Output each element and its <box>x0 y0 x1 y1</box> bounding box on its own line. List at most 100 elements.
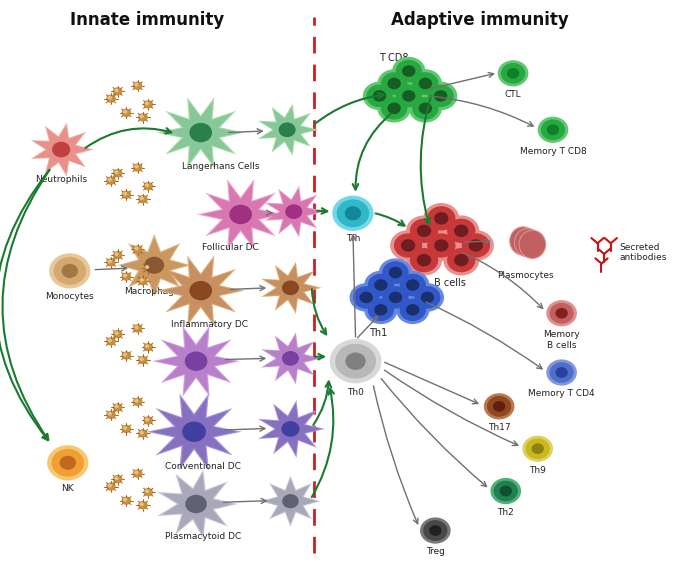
Circle shape <box>144 101 152 108</box>
Circle shape <box>145 266 149 268</box>
Circle shape <box>365 271 397 299</box>
Circle shape <box>365 296 397 323</box>
Polygon shape <box>34 125 90 174</box>
Circle shape <box>455 255 468 266</box>
Circle shape <box>428 234 455 257</box>
Circle shape <box>144 417 152 424</box>
Circle shape <box>286 205 302 218</box>
Circle shape <box>379 259 412 286</box>
Circle shape <box>523 436 552 461</box>
Circle shape <box>382 73 407 94</box>
Circle shape <box>469 240 482 251</box>
Circle shape <box>122 497 130 504</box>
Circle shape <box>542 120 565 140</box>
Circle shape <box>410 249 437 272</box>
Circle shape <box>113 251 122 259</box>
Circle shape <box>403 91 415 101</box>
Text: Macrophages: Macrophages <box>124 287 184 296</box>
Circle shape <box>424 203 459 233</box>
Circle shape <box>435 240 448 251</box>
Circle shape <box>430 526 441 535</box>
Circle shape <box>139 196 147 203</box>
Polygon shape <box>264 478 318 524</box>
Circle shape <box>400 274 425 296</box>
Text: Th0: Th0 <box>347 388 364 397</box>
Circle shape <box>412 284 444 311</box>
Circle shape <box>407 246 441 275</box>
Circle shape <box>115 89 118 92</box>
Circle shape <box>415 287 440 308</box>
Circle shape <box>435 213 448 224</box>
Circle shape <box>107 177 115 184</box>
Polygon shape <box>201 183 280 246</box>
Circle shape <box>354 287 379 308</box>
Circle shape <box>417 255 430 266</box>
Circle shape <box>140 197 143 200</box>
Circle shape <box>383 262 408 283</box>
Circle shape <box>50 254 90 288</box>
Circle shape <box>410 219 437 242</box>
Circle shape <box>145 418 149 421</box>
Circle shape <box>333 197 373 230</box>
Circle shape <box>421 518 450 543</box>
Circle shape <box>527 439 549 458</box>
Text: Conventional DC: Conventional DC <box>165 462 241 471</box>
Polygon shape <box>30 123 93 177</box>
Polygon shape <box>152 326 240 397</box>
Circle shape <box>419 103 431 113</box>
Circle shape <box>140 431 143 434</box>
Circle shape <box>113 88 122 95</box>
Circle shape <box>547 301 576 325</box>
Circle shape <box>109 260 111 263</box>
Circle shape <box>190 282 211 300</box>
Circle shape <box>124 353 127 356</box>
Circle shape <box>107 338 115 345</box>
Ellipse shape <box>519 230 546 258</box>
Circle shape <box>134 246 142 253</box>
Circle shape <box>397 86 421 107</box>
Circle shape <box>367 86 392 107</box>
Circle shape <box>455 225 468 237</box>
Circle shape <box>410 95 441 122</box>
Circle shape <box>435 91 446 101</box>
Circle shape <box>145 345 149 347</box>
Polygon shape <box>262 403 321 455</box>
Circle shape <box>122 352 130 359</box>
Circle shape <box>361 292 372 303</box>
Circle shape <box>363 82 395 109</box>
Polygon shape <box>264 335 318 382</box>
Polygon shape <box>264 264 318 311</box>
Polygon shape <box>157 469 237 539</box>
Circle shape <box>144 488 152 496</box>
Circle shape <box>547 125 558 135</box>
Circle shape <box>448 219 475 242</box>
Polygon shape <box>157 255 244 326</box>
Circle shape <box>488 397 511 416</box>
Circle shape <box>375 280 387 290</box>
Circle shape <box>388 103 400 113</box>
Circle shape <box>140 358 143 360</box>
Polygon shape <box>260 475 320 527</box>
Circle shape <box>107 412 115 418</box>
Text: Monocytes: Monocytes <box>46 292 94 301</box>
Circle shape <box>115 405 118 408</box>
Circle shape <box>54 258 85 284</box>
Circle shape <box>282 281 298 295</box>
Circle shape <box>391 231 426 260</box>
Circle shape <box>413 73 438 94</box>
Circle shape <box>346 353 365 369</box>
Circle shape <box>397 296 428 323</box>
Ellipse shape <box>510 227 536 255</box>
Circle shape <box>425 82 457 109</box>
Text: Inflammatory DC: Inflammatory DC <box>171 320 248 329</box>
Circle shape <box>388 79 400 88</box>
Circle shape <box>394 234 421 257</box>
Circle shape <box>145 184 149 186</box>
Circle shape <box>183 422 206 441</box>
Polygon shape <box>161 259 240 322</box>
Circle shape <box>428 86 453 107</box>
Circle shape <box>413 98 438 119</box>
Circle shape <box>139 114 147 121</box>
Circle shape <box>60 457 75 469</box>
Circle shape <box>382 98 407 119</box>
